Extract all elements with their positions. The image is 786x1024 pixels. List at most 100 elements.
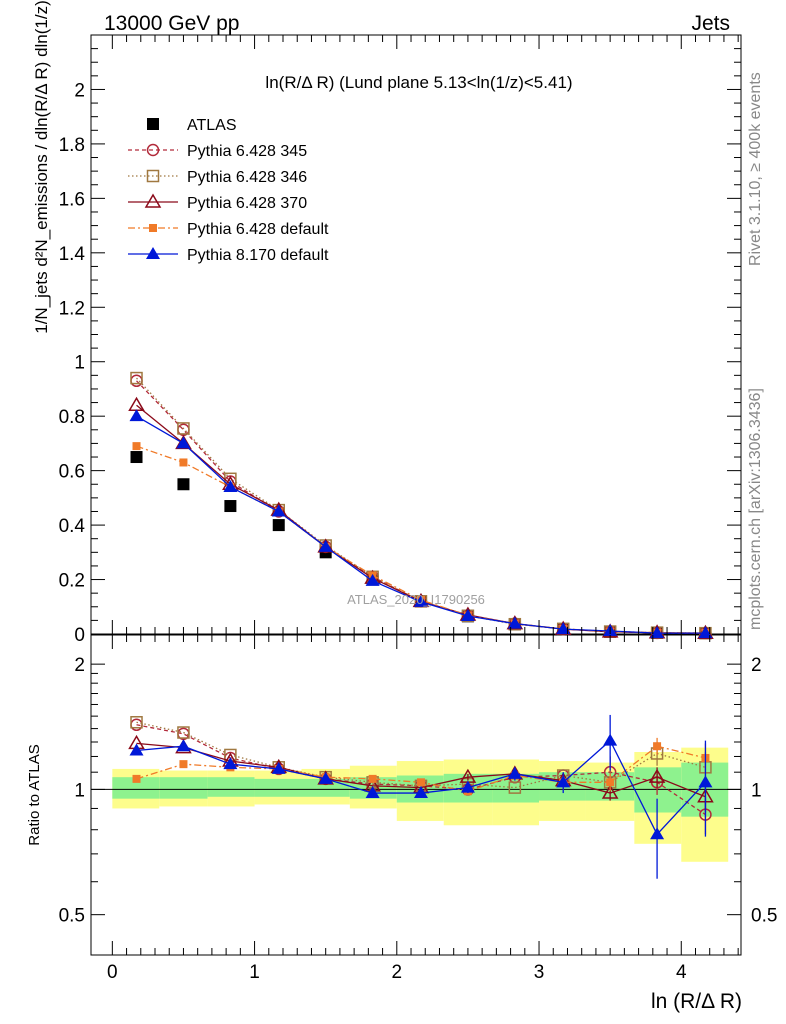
data-point [179, 458, 188, 467]
data-point [413, 786, 428, 799]
ratio-y-tick-label-right: 2 [751, 655, 762, 676]
band-inner-bin [254, 778, 302, 797]
data-point [508, 781, 522, 794]
data-point [318, 771, 333, 784]
main-y-tick-label: 2 [74, 80, 85, 101]
data-point [606, 778, 615, 787]
legend-marker [146, 247, 160, 259]
data-point [223, 757, 238, 770]
data-point [698, 775, 713, 788]
data-point [368, 774, 377, 783]
data-point [176, 436, 191, 449]
header-left: 13000 GeV pp [104, 12, 239, 35]
legend-entry: Pythia 6.428 346 [128, 169, 307, 186]
main-y-tick-label: 1.2 [59, 298, 85, 319]
legend-marker [149, 224, 157, 232]
legend-label: Pythia 6.428 370 [187, 195, 307, 212]
ratio-y-tick-label: 2 [74, 655, 85, 676]
x-tick-label: 3 [534, 962, 545, 983]
band-inner-bin [301, 778, 350, 797]
legend-entry: Pythia 6.428 345 [128, 143, 307, 160]
data-point [129, 409, 144, 422]
band-inner-bin [634, 767, 682, 813]
legend-entry: Pythia 6.428 370 [128, 193, 307, 212]
legend-label: ATLAS [187, 117, 237, 134]
legend-label: Pythia 8.170 default [187, 247, 329, 264]
mcplots-label: mcplots.cern.ch [arXiv:1306.3436] [747, 388, 764, 630]
ratio-y-tick-label: 1 [74, 780, 85, 801]
data-point [223, 479, 238, 492]
legend-marker [146, 169, 160, 183]
axis-ticks [91, 34, 741, 955]
data-point [416, 778, 425, 787]
data-point [176, 739, 191, 752]
data-point [507, 766, 522, 779]
x-axis-label: ln (R/Δ R) [651, 990, 742, 1013]
legend-label: Pythia 6.428 345 [187, 143, 307, 160]
legend-entry: Pythia 6.428 default [128, 221, 329, 238]
data-point [271, 504, 286, 517]
data-point [556, 622, 571, 635]
legend-label: Pythia 6.428 346 [187, 169, 307, 186]
data-point [365, 573, 380, 586]
data-point [650, 626, 665, 639]
data-point [507, 616, 522, 629]
data-point [460, 609, 475, 622]
main-y-tick-label: 1.8 [59, 135, 85, 156]
data-point [318, 539, 333, 552]
ratio-frame [90, 634, 742, 956]
series-0 [130, 451, 712, 640]
legend-label: Pythia 6.428 default [187, 221, 329, 238]
data-point [556, 775, 571, 788]
data-point [177, 422, 190, 435]
legend-marker [144, 193, 162, 208]
band-inner-bin [112, 777, 160, 799]
main-y-tick-label: 0.8 [59, 407, 85, 428]
legend-marker [146, 143, 160, 157]
main-ylabel-text: 1/N_jets d²N_emissions / dln(R/Δ R) dln(… [32, 0, 51, 334]
series-4 [132, 442, 710, 638]
data-point [365, 786, 380, 799]
data-point [698, 626, 713, 639]
band-inner-bin [159, 777, 208, 799]
main-y-tick-label: 0.4 [59, 516, 86, 537]
data-point [132, 442, 141, 451]
data-point [177, 726, 190, 739]
main-y-tick-label: 1.4 [59, 244, 86, 265]
main-y-tick-label: 1.6 [59, 189, 85, 210]
series-4 [129, 714, 713, 879]
legend-marker [147, 118, 159, 130]
data-point [179, 760, 188, 769]
ratio-ylabel: Ratio to ATLAS [26, 744, 43, 845]
data-point [271, 761, 286, 774]
data-point [177, 478, 190, 491]
data-point [601, 784, 619, 799]
data-point [413, 594, 428, 607]
main-y-tick-label: 0 [74, 625, 85, 646]
data-point [132, 774, 141, 783]
ratio-y-tick-label: 0.5 [59, 906, 85, 927]
data-point [130, 716, 143, 729]
data-point [130, 371, 143, 385]
main-ylabel: 1/N_jets d²N_emissions / dln(R/Δ R) dln(… [32, 0, 51, 334]
ratio-y-tick-label-right: 1 [751, 780, 762, 801]
data-point [272, 519, 285, 532]
main-y-tick-label: 0.2 [59, 571, 85, 592]
x-tick-label: 2 [392, 962, 403, 983]
legend-entry: ATLAS [147, 117, 237, 134]
data-point [648, 768, 666, 783]
data-point [130, 451, 143, 464]
main-y-tick-label: 0.6 [59, 462, 85, 483]
main-y-tick-label: 1 [74, 353, 85, 374]
data-point [603, 733, 618, 746]
rivet-label: Rivet 3.1.10, ≥ 400k events [747, 72, 764, 266]
header-right: Jets [691, 12, 730, 35]
legend: ATLAS Pythia 6.428 345 Pythia 6.428 346 Pyt… [128, 117, 329, 264]
tick-labels: 0 0.2 0.4 0.6 0.8 1 1.2 1.4 1.6 1.8 2 0 1 2 3 4 0.5 0.5 1 1… [59, 80, 778, 983]
plot-title: ln(R/Δ R) (Lund plane 5.13<ln(1/z)<5.41) [265, 73, 572, 92]
data-point [129, 743, 144, 756]
band-inner-bin [207, 777, 255, 797]
legend-entry: Pythia 8.170 default [128, 247, 329, 264]
